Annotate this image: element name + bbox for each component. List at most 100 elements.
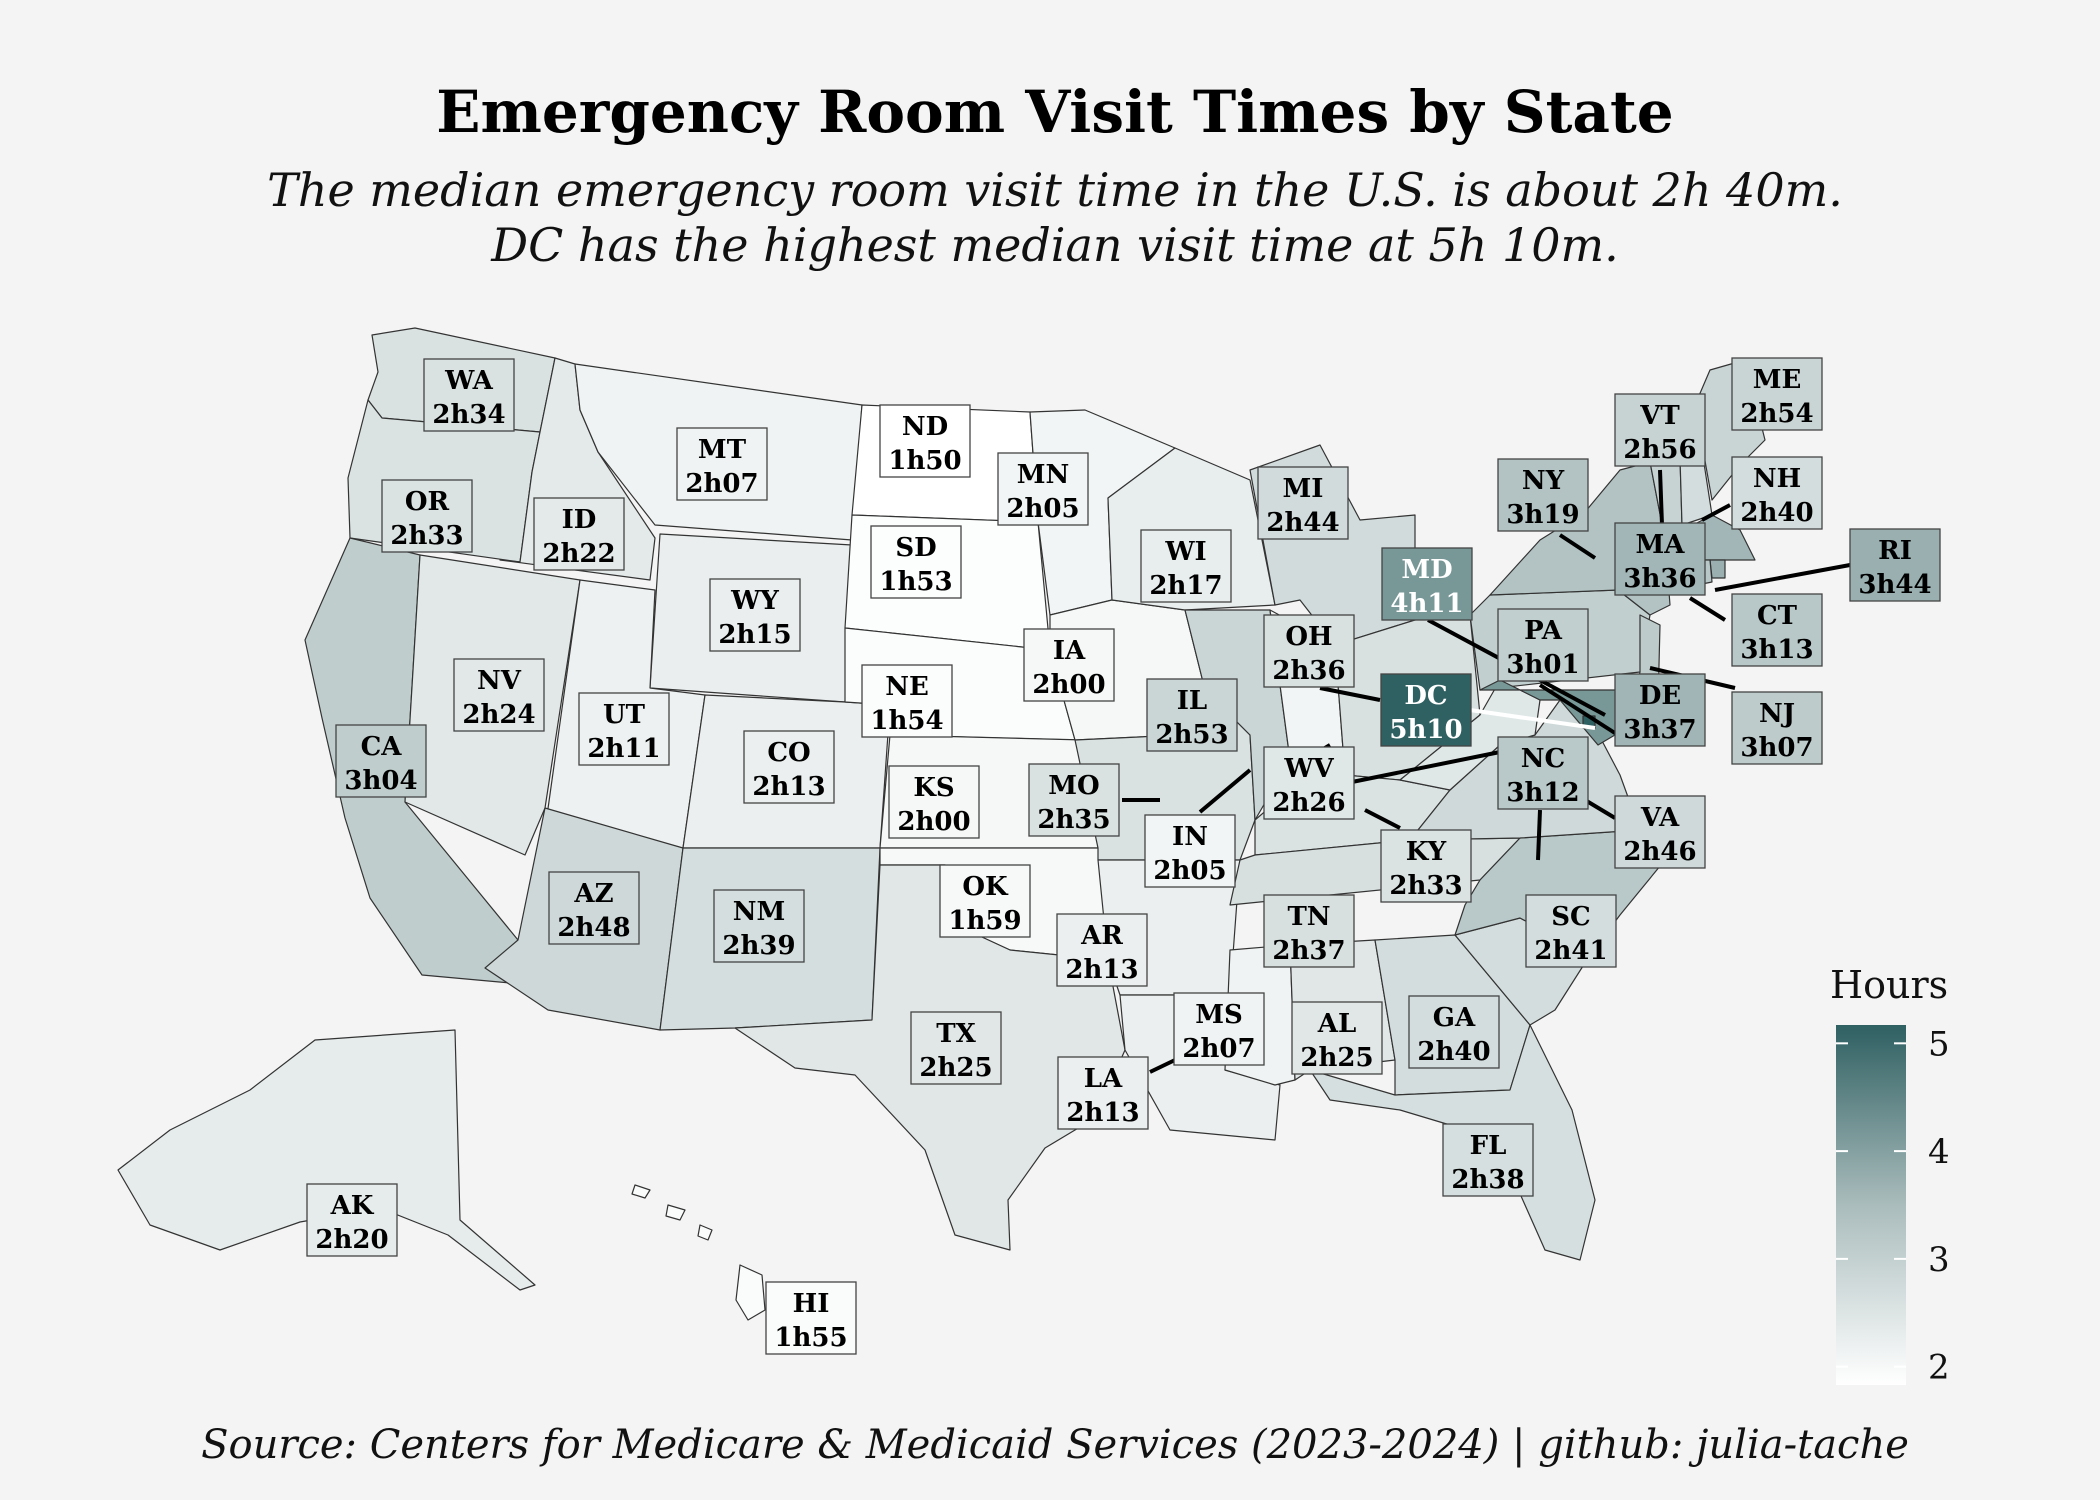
state-label-ms: MS 2h07 bbox=[1173, 992, 1265, 1066]
state-abbr: AR bbox=[1080, 921, 1123, 951]
state-label-or: OR 2h33 bbox=[381, 479, 473, 553]
state-time: 2h36 bbox=[1272, 656, 1345, 686]
leader-line-ny bbox=[1558, 533, 1597, 560]
state-abbr: MA bbox=[1636, 530, 1686, 560]
state-label-box bbox=[1731, 593, 1823, 667]
state-fl bbox=[1309, 1024, 1596, 1261]
state-label-wy: WY 2h15 bbox=[709, 578, 801, 652]
state-label-ia: IA 2h00 bbox=[1023, 628, 1115, 702]
state-time: 2h34 bbox=[432, 400, 505, 430]
state-label-box bbox=[381, 479, 473, 553]
state-abbr: MT bbox=[698, 435, 747, 465]
state-time: 2h33 bbox=[1389, 871, 1462, 901]
state-time: 2h17 bbox=[1149, 571, 1222, 601]
state-time: 1h59 bbox=[948, 906, 1021, 936]
state-time: 3h07 bbox=[1740, 733, 1813, 763]
state-label-nh: NH 2h40 bbox=[1731, 456, 1823, 530]
state-label-dc: DC 5h10 bbox=[1380, 673, 1472, 747]
state-label-box bbox=[1614, 393, 1706, 467]
state-abbr: MS bbox=[1195, 1000, 1243, 1030]
state-time: 3h19 bbox=[1506, 500, 1579, 530]
state-label-ar: AR 2h13 bbox=[1056, 913, 1148, 987]
state-abbr: AZ bbox=[573, 879, 613, 909]
state-abbr: NJ bbox=[1759, 699, 1795, 729]
state-label-ri: RI 3h44 bbox=[1849, 528, 1941, 602]
state-time: 2h37 bbox=[1272, 936, 1345, 966]
state-abbr: AK bbox=[330, 1191, 375, 1221]
state-label-box bbox=[1263, 614, 1355, 688]
state-abbr: AL bbox=[1317, 1009, 1356, 1039]
state-label-box bbox=[1849, 528, 1941, 602]
subtitle-line-2: DC has the highest median visit time at … bbox=[491, 218, 1619, 272]
state-abbr: WI bbox=[1164, 537, 1206, 567]
state-label-tx: TX 2h25 bbox=[910, 1011, 1002, 1085]
state-label-pa: PA 3h01 bbox=[1497, 608, 1589, 682]
state-label-box bbox=[1497, 608, 1589, 682]
state-label-box bbox=[870, 525, 962, 599]
leader-line-nc2 bbox=[1351, 750, 1501, 784]
state-time: 2h54 bbox=[1740, 399, 1813, 429]
state-abbr: DE bbox=[1639, 681, 1681, 711]
state-abbr: ID bbox=[562, 505, 597, 535]
state-label-box bbox=[423, 358, 515, 432]
state-abbr: WA bbox=[444, 366, 494, 396]
state-time: 3h01 bbox=[1506, 650, 1579, 680]
state-time: 1h53 bbox=[879, 567, 952, 597]
state-label-ak: AK 2h20 bbox=[306, 1183, 398, 1257]
state-time: 3h37 bbox=[1623, 715, 1696, 745]
state-label-ny: NY 3h19 bbox=[1497, 458, 1589, 532]
leader-line-ri bbox=[1714, 563, 1851, 592]
state-label-box bbox=[533, 497, 625, 571]
state-time: 2h24 bbox=[462, 700, 535, 730]
state-label-vt: VT 2h56 bbox=[1614, 393, 1706, 467]
state-time: 2h46 bbox=[1623, 837, 1696, 867]
state-label-box bbox=[1291, 1001, 1383, 1075]
state-label-box bbox=[1614, 673, 1706, 747]
state-time: 2h13 bbox=[752, 772, 825, 802]
state-label-wv: WV 2h26 bbox=[1263, 746, 1355, 820]
source-caption: Source: Centers for Medicare & Medicaid … bbox=[201, 1422, 1909, 1468]
state-abbr: DC bbox=[1404, 681, 1447, 711]
state-label-ks: KS 2h00 bbox=[888, 765, 980, 839]
state-label-box bbox=[879, 404, 971, 478]
state-label-box bbox=[1614, 795, 1706, 869]
state-label-mt: MT 2h07 bbox=[676, 427, 768, 501]
leader-line-oh bbox=[1319, 686, 1381, 702]
state-label-box bbox=[765, 1281, 857, 1355]
legend-colorbar bbox=[1836, 1025, 1906, 1385]
legend-tick-label: 4 bbox=[1928, 1132, 1950, 1172]
state-label-il: IL 2h53 bbox=[1146, 678, 1238, 752]
state-abbr: RI bbox=[1878, 536, 1912, 566]
state-label-ma: MA 3h36 bbox=[1614, 522, 1706, 596]
state-time: 3h04 bbox=[344, 766, 417, 796]
leader-line-nc bbox=[1536, 809, 1542, 861]
state-label-in: IN 2h05 bbox=[1144, 814, 1236, 888]
subtitle-line-1: The median emergency room visit time in … bbox=[267, 163, 1843, 217]
state-time: 2h33 bbox=[390, 521, 463, 551]
state-abbr: OK bbox=[962, 872, 1009, 902]
state-abbr: IL bbox=[1177, 686, 1207, 716]
state-label-sc: SC 2h41 bbox=[1525, 894, 1617, 968]
state-time: 2h13 bbox=[1065, 955, 1138, 985]
state-abbr: NE bbox=[885, 672, 929, 702]
state-abbr: CO bbox=[767, 738, 810, 768]
state-time: 2h53 bbox=[1155, 720, 1228, 750]
state-labels: WA 2h34 OR 2h33 CA 3h04 ID 2h22 NV 2h24 MT 2h07 WY 2h… bbox=[306, 357, 1941, 1355]
state-label-me: ME 2h54 bbox=[1731, 357, 1823, 431]
state-time: 3h44 bbox=[1858, 570, 1931, 600]
state-label-box bbox=[578, 692, 670, 766]
state-time: 2h00 bbox=[1032, 670, 1105, 700]
state-label-tn: TN 2h37 bbox=[1263, 894, 1355, 968]
state-label-nv: NV 2h24 bbox=[453, 658, 545, 732]
state-time: 2h07 bbox=[1182, 1034, 1255, 1064]
leader-line-ms bbox=[1149, 1058, 1176, 1074]
state-time: 2h22 bbox=[542, 539, 615, 569]
state-label-box bbox=[1263, 746, 1355, 820]
state-label-ut: UT 2h11 bbox=[578, 692, 670, 766]
state-label-de: DE 3h37 bbox=[1614, 673, 1706, 747]
state-time: 2h15 bbox=[718, 620, 791, 650]
state-abbr: LA bbox=[1084, 1064, 1123, 1094]
state-time: 1h50 bbox=[888, 446, 961, 476]
state-label-box bbox=[1028, 763, 1120, 837]
